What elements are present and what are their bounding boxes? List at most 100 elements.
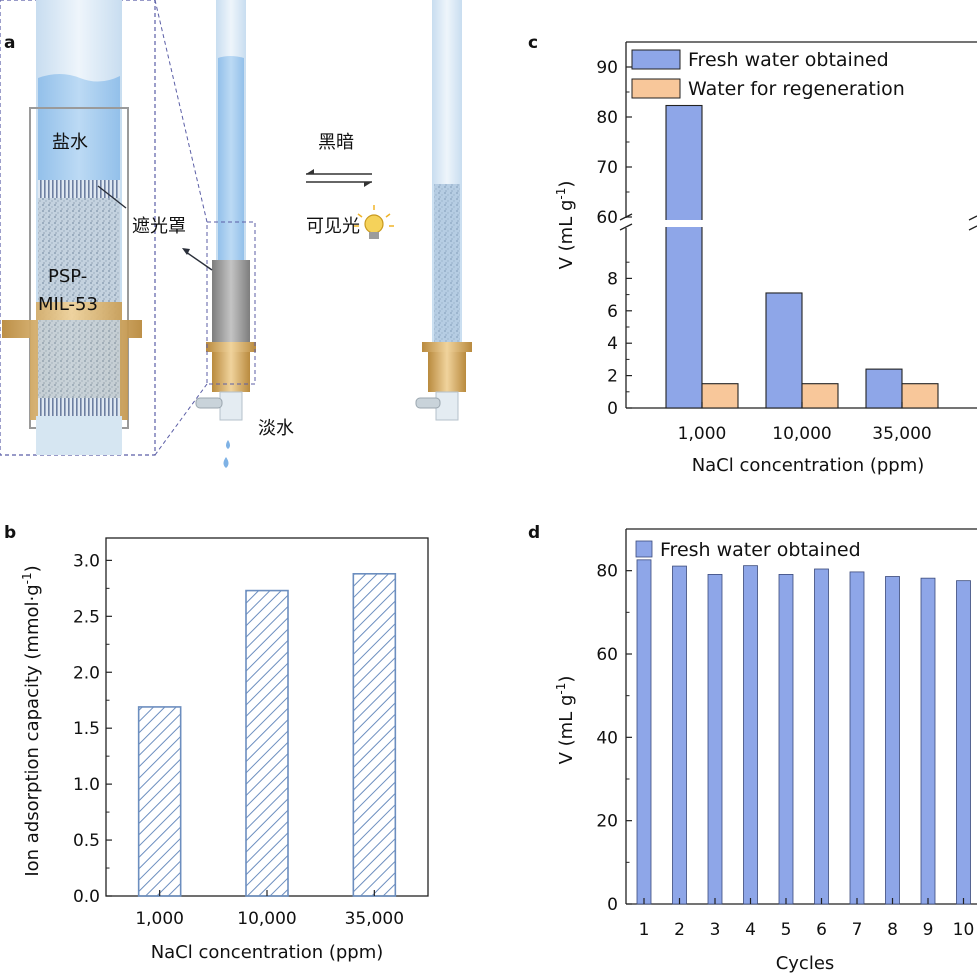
arrow-backward-head bbox=[364, 182, 372, 187]
chart-c: 0 2 4 6 8 60 70 80 90 1,000 10,000 35,000 NaCl conce… bbox=[554, 41, 977, 476]
label-dark: 黑暗 bbox=[318, 132, 354, 153]
middle-light-shield bbox=[212, 260, 250, 342]
right-valve[interactable] bbox=[415, 397, 441, 409]
zoom-connector-top bbox=[154, 0, 208, 223]
y-tick-label: 8 bbox=[607, 269, 618, 289]
bar-break-gap bbox=[664, 220, 708, 227]
column-dark-state: 淡水 bbox=[182, 0, 294, 468]
y-axis-label-text: V (mL g bbox=[556, 695, 577, 765]
zoom-salt-water bbox=[38, 74, 120, 200]
legend-swatch bbox=[635, 540, 653, 558]
y-axis-label-superscript: -1 bbox=[20, 572, 34, 584]
right-brass-body bbox=[428, 352, 466, 392]
y-tick-label: 2 bbox=[607, 367, 618, 387]
y-tick-label: 2.5 bbox=[73, 607, 100, 627]
y-axis-label-text: V (mL g bbox=[556, 200, 577, 270]
bar bbox=[665, 104, 703, 409]
bar bbox=[849, 571, 865, 905]
y-tick-label: 70 bbox=[596, 158, 618, 178]
y-axis-label: V (mL g-1) bbox=[554, 676, 577, 765]
bar bbox=[956, 580, 971, 905]
y-axis-label-text: Ion adsorption capacity (mmol·g bbox=[22, 584, 43, 876]
shield-pointer-line bbox=[97, 185, 127, 209]
panel-letter-a: a bbox=[4, 33, 15, 53]
break-mark-right-1 bbox=[968, 215, 977, 221]
y-axis-label: V (mL g-1) bbox=[554, 181, 577, 270]
x-axis-label: NaCl concentration (ppm) bbox=[151, 942, 384, 963]
bar bbox=[765, 292, 803, 409]
middle-zoom-marker bbox=[206, 221, 256, 385]
legend-label: Fresh water obtained bbox=[688, 49, 889, 71]
y-tick-label: 0 bbox=[607, 895, 618, 915]
right-material-bed bbox=[434, 184, 460, 344]
bar bbox=[743, 565, 758, 905]
x-tick-label: 4 bbox=[745, 920, 756, 940]
panel-a: a 盐水 PSP- MIL-53 遮光罩 bbox=[0, 0, 472, 468]
y-tick-label: 3.0 bbox=[73, 551, 100, 571]
y-axis-label-superscript: -1 bbox=[554, 683, 568, 695]
zoom-top-mesh bbox=[38, 180, 120, 198]
chart-d: 0 20 40 60 80 1 2 3 4 5 6 7 8 9 10 Cycles V (mL g-1) Fres… bbox=[554, 528, 977, 974]
zoom-outlet-glass bbox=[36, 416, 122, 455]
y-tick-label: 60 bbox=[596, 645, 618, 665]
water-drop-2 bbox=[223, 457, 229, 468]
x-tick-label: 1,000 bbox=[678, 424, 727, 444]
panel-b: b 0.0 0.5 1.0 1.5 2.0 2.5 3.0 1,000 10,000 35,000… bbox=[4, 523, 429, 963]
middle-valve[interactable] bbox=[195, 397, 223, 409]
bar bbox=[636, 559, 652, 905]
x-axis-label: NaCl concentration (ppm) bbox=[692, 455, 925, 476]
y-axis-label-superscript: -1 bbox=[554, 188, 568, 200]
bar bbox=[778, 574, 794, 905]
y-tick-label: 6 bbox=[607, 302, 618, 322]
label-light-shield: 遮光罩 bbox=[132, 216, 186, 237]
y-tick-label: 80 bbox=[596, 108, 618, 128]
panel-letter-c: c bbox=[528, 33, 538, 53]
y-axis-label: Ion adsorption capacity (mmol·g-1) bbox=[20, 565, 43, 876]
right-brass-cap bbox=[422, 342, 472, 352]
panel-letter-d: d bbox=[528, 523, 540, 543]
label-material-line1: PSP- bbox=[48, 266, 87, 287]
state-switch: 黑暗 可见光 bbox=[306, 132, 394, 239]
bar bbox=[920, 577, 936, 905]
bar bbox=[137, 706, 182, 897]
y-tick-label: 0.5 bbox=[73, 831, 100, 851]
bar bbox=[701, 383, 739, 409]
bar bbox=[801, 383, 839, 409]
y-tick-label: 2.0 bbox=[73, 663, 100, 683]
y-tick-label: 20 bbox=[596, 812, 618, 832]
x-tick-label: 9 bbox=[923, 920, 934, 940]
bar bbox=[352, 572, 397, 897]
legend-label: Water for regeneration bbox=[688, 78, 905, 100]
panel-letter-b: b bbox=[4, 523, 16, 543]
label-visible-light: 可见光 bbox=[306, 216, 360, 237]
y-axis-label-close: ) bbox=[22, 565, 43, 572]
y-axis-label-close: ) bbox=[556, 181, 577, 188]
zoom-connector-bottom bbox=[154, 383, 208, 456]
lightbulb-icon bbox=[354, 205, 394, 239]
x-tick-label: 6 bbox=[816, 920, 827, 940]
break-mark-left-2 bbox=[619, 223, 633, 231]
middle-brass-cap bbox=[206, 342, 256, 352]
legend-swatch bbox=[631, 49, 681, 70]
panel-c: c 0 2 4 6 8 60 70 80 90 1,000 10,000 35,000 NaCl con… bbox=[528, 33, 977, 476]
bar bbox=[245, 589, 289, 897]
y-tick-label: 90 bbox=[596, 58, 618, 78]
y-tick-label: 1.0 bbox=[73, 775, 100, 795]
zoom-bottom-mesh-front bbox=[38, 398, 120, 416]
y-axis-label-close: ) bbox=[556, 676, 577, 683]
x-tick-label: 8 bbox=[887, 920, 898, 940]
y-tick-label: 80 bbox=[596, 562, 618, 582]
right-water-tint bbox=[434, 184, 460, 344]
y-tick-label: 40 bbox=[596, 728, 618, 748]
bar bbox=[707, 574, 723, 905]
break-mark-right-2 bbox=[968, 225, 977, 231]
y-tick-label: 0 bbox=[607, 399, 618, 419]
y-tick-label: 0.0 bbox=[73, 887, 100, 907]
x-tick-label: 1,000 bbox=[135, 909, 184, 929]
middle-brass-body bbox=[212, 352, 250, 392]
x-axis-label: Cycles bbox=[776, 953, 835, 974]
x-tick-label: 10,000 bbox=[772, 424, 831, 444]
y-tick-label: 60 bbox=[596, 208, 618, 228]
x-tick-label: 10 bbox=[953, 920, 975, 940]
column-light-state bbox=[415, 0, 472, 421]
